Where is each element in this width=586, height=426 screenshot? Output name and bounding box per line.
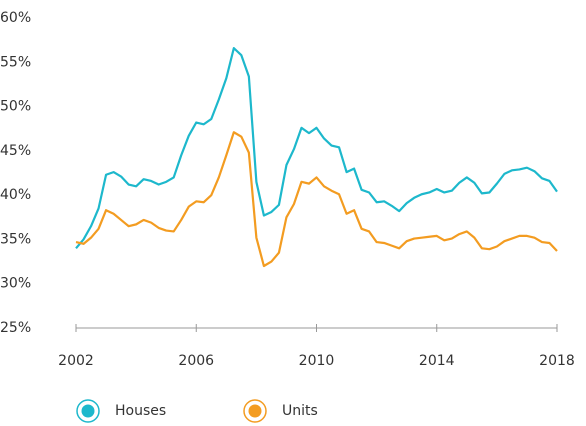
y-tick-label: 55%: [0, 54, 31, 70]
legend-label: Houses: [115, 403, 166, 419]
x-tick-label: 2014: [419, 353, 455, 369]
x-tick-label: 2002: [58, 353, 94, 369]
y-tick-label: 25%: [0, 320, 31, 336]
series-line: [75, 47, 558, 249]
legend-marker-ring: [243, 399, 267, 423]
legend-marker: [81, 404, 95, 418]
y-tick-label: 40%: [0, 187, 31, 203]
legend-marker: [248, 404, 262, 418]
x-tick-label: 2006: [178, 353, 214, 369]
y-tick-label: 60%: [0, 10, 31, 26]
x-tick-label: 2018: [539, 353, 575, 369]
series-line: [75, 131, 558, 268]
legend-label: Units: [282, 403, 318, 419]
x-tick-label: 2010: [299, 353, 335, 369]
y-tick-label: 50%: [0, 99, 31, 115]
legend-marker-ring: [76, 399, 100, 423]
y-tick-label: 30%: [0, 276, 31, 292]
y-tick-label: 35%: [0, 231, 31, 247]
y-tick-label: 45%: [0, 143, 31, 159]
